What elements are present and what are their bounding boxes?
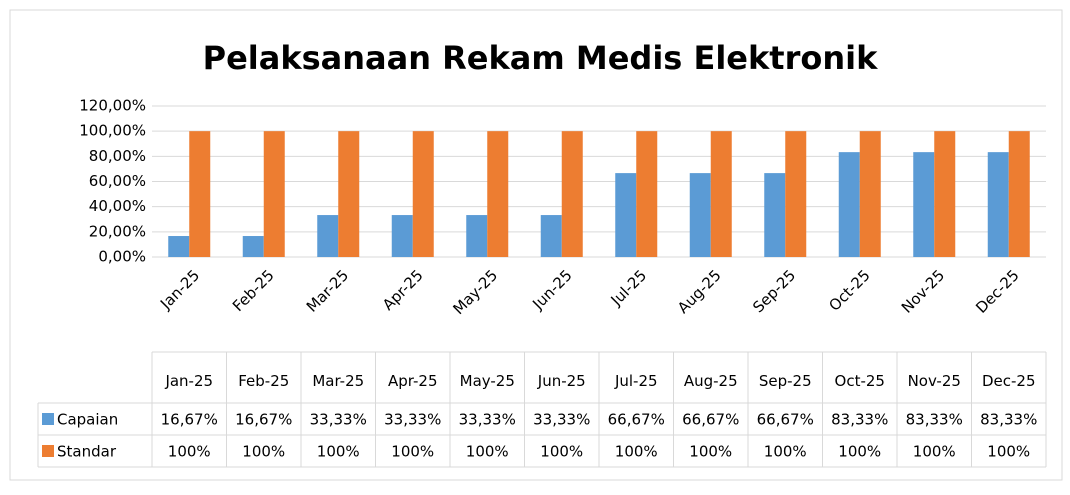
table-value: 33,33% bbox=[384, 411, 441, 429]
bar bbox=[859, 131, 881, 257]
table-value: 66,67% bbox=[682, 411, 739, 429]
table-header: May-25 bbox=[460, 372, 515, 390]
legend-label: Capaian bbox=[57, 411, 118, 429]
bar bbox=[391, 215, 413, 257]
bar bbox=[1008, 131, 1030, 257]
table-value: 100% bbox=[913, 443, 956, 461]
table-header: Oct-25 bbox=[835, 372, 885, 390]
table-value: 33,33% bbox=[459, 411, 516, 429]
y-tick-label: 0,00% bbox=[98, 248, 146, 266]
table-value: 83,33% bbox=[980, 411, 1037, 429]
bar bbox=[263, 131, 285, 257]
chart-title: Pelaksanaan Rekam Medis Elektronik bbox=[203, 39, 878, 77]
table-header: Nov-25 bbox=[908, 372, 961, 390]
y-tick-label: 120,00% bbox=[79, 97, 146, 115]
table-header: Aug-25 bbox=[684, 372, 738, 390]
table-value: 100% bbox=[242, 443, 285, 461]
bar bbox=[913, 152, 935, 257]
bar bbox=[168, 236, 190, 257]
bar bbox=[689, 173, 711, 257]
table-header: Dec-25 bbox=[982, 372, 1036, 390]
bar bbox=[412, 131, 434, 257]
bar bbox=[615, 173, 637, 257]
bar bbox=[987, 152, 1009, 257]
bar bbox=[540, 215, 562, 257]
table-value: 16,67% bbox=[235, 411, 292, 429]
table-header: Sep-25 bbox=[759, 372, 812, 390]
table-value: 100% bbox=[317, 443, 360, 461]
y-tick-label: 60,00% bbox=[89, 172, 146, 190]
table-value: 100% bbox=[987, 443, 1030, 461]
table-value: 100% bbox=[391, 443, 434, 461]
bar bbox=[636, 131, 658, 257]
y-tick-label: 20,00% bbox=[89, 222, 146, 240]
table-value: 33,33% bbox=[533, 411, 590, 429]
table-value: 83,33% bbox=[906, 411, 963, 429]
table-value: 100% bbox=[764, 443, 807, 461]
table-value: 100% bbox=[168, 443, 211, 461]
table-value: 100% bbox=[540, 443, 583, 461]
table-header: Jan-25 bbox=[164, 372, 213, 390]
table-value: 100% bbox=[689, 443, 732, 461]
table-value: 100% bbox=[466, 443, 509, 461]
chart-frame bbox=[9, 9, 1063, 481]
bar bbox=[338, 131, 360, 257]
bar bbox=[838, 152, 860, 257]
table-value: 66,67% bbox=[608, 411, 665, 429]
table-value: 100% bbox=[615, 443, 658, 461]
legend-swatch bbox=[42, 413, 54, 425]
bar bbox=[317, 215, 339, 257]
table-value: 83,33% bbox=[831, 411, 888, 429]
y-tick-label: 100,00% bbox=[79, 122, 146, 140]
table-value: 16,67% bbox=[161, 411, 218, 429]
bar bbox=[466, 215, 488, 257]
legend-label: Standar bbox=[57, 443, 117, 461]
bar bbox=[764, 173, 786, 257]
bar bbox=[785, 131, 807, 257]
table-value: 100% bbox=[838, 443, 881, 461]
bar bbox=[242, 236, 264, 257]
bar bbox=[561, 131, 583, 257]
table-header: Jul-25 bbox=[614, 372, 658, 390]
y-tick-label: 80,00% bbox=[89, 147, 146, 165]
bar bbox=[934, 131, 956, 257]
bar bbox=[487, 131, 509, 257]
y-tick-label: 40,00% bbox=[89, 197, 146, 215]
table-header: Feb-25 bbox=[238, 372, 289, 390]
table-value: 66,67% bbox=[757, 411, 814, 429]
bar bbox=[710, 131, 732, 257]
table-header: Mar-25 bbox=[312, 372, 364, 390]
table-value: 33,33% bbox=[310, 411, 367, 429]
legend-swatch bbox=[42, 445, 54, 457]
bar bbox=[189, 131, 211, 257]
table-header: Apr-25 bbox=[388, 372, 438, 390]
table-header: Jun-25 bbox=[537, 372, 586, 390]
